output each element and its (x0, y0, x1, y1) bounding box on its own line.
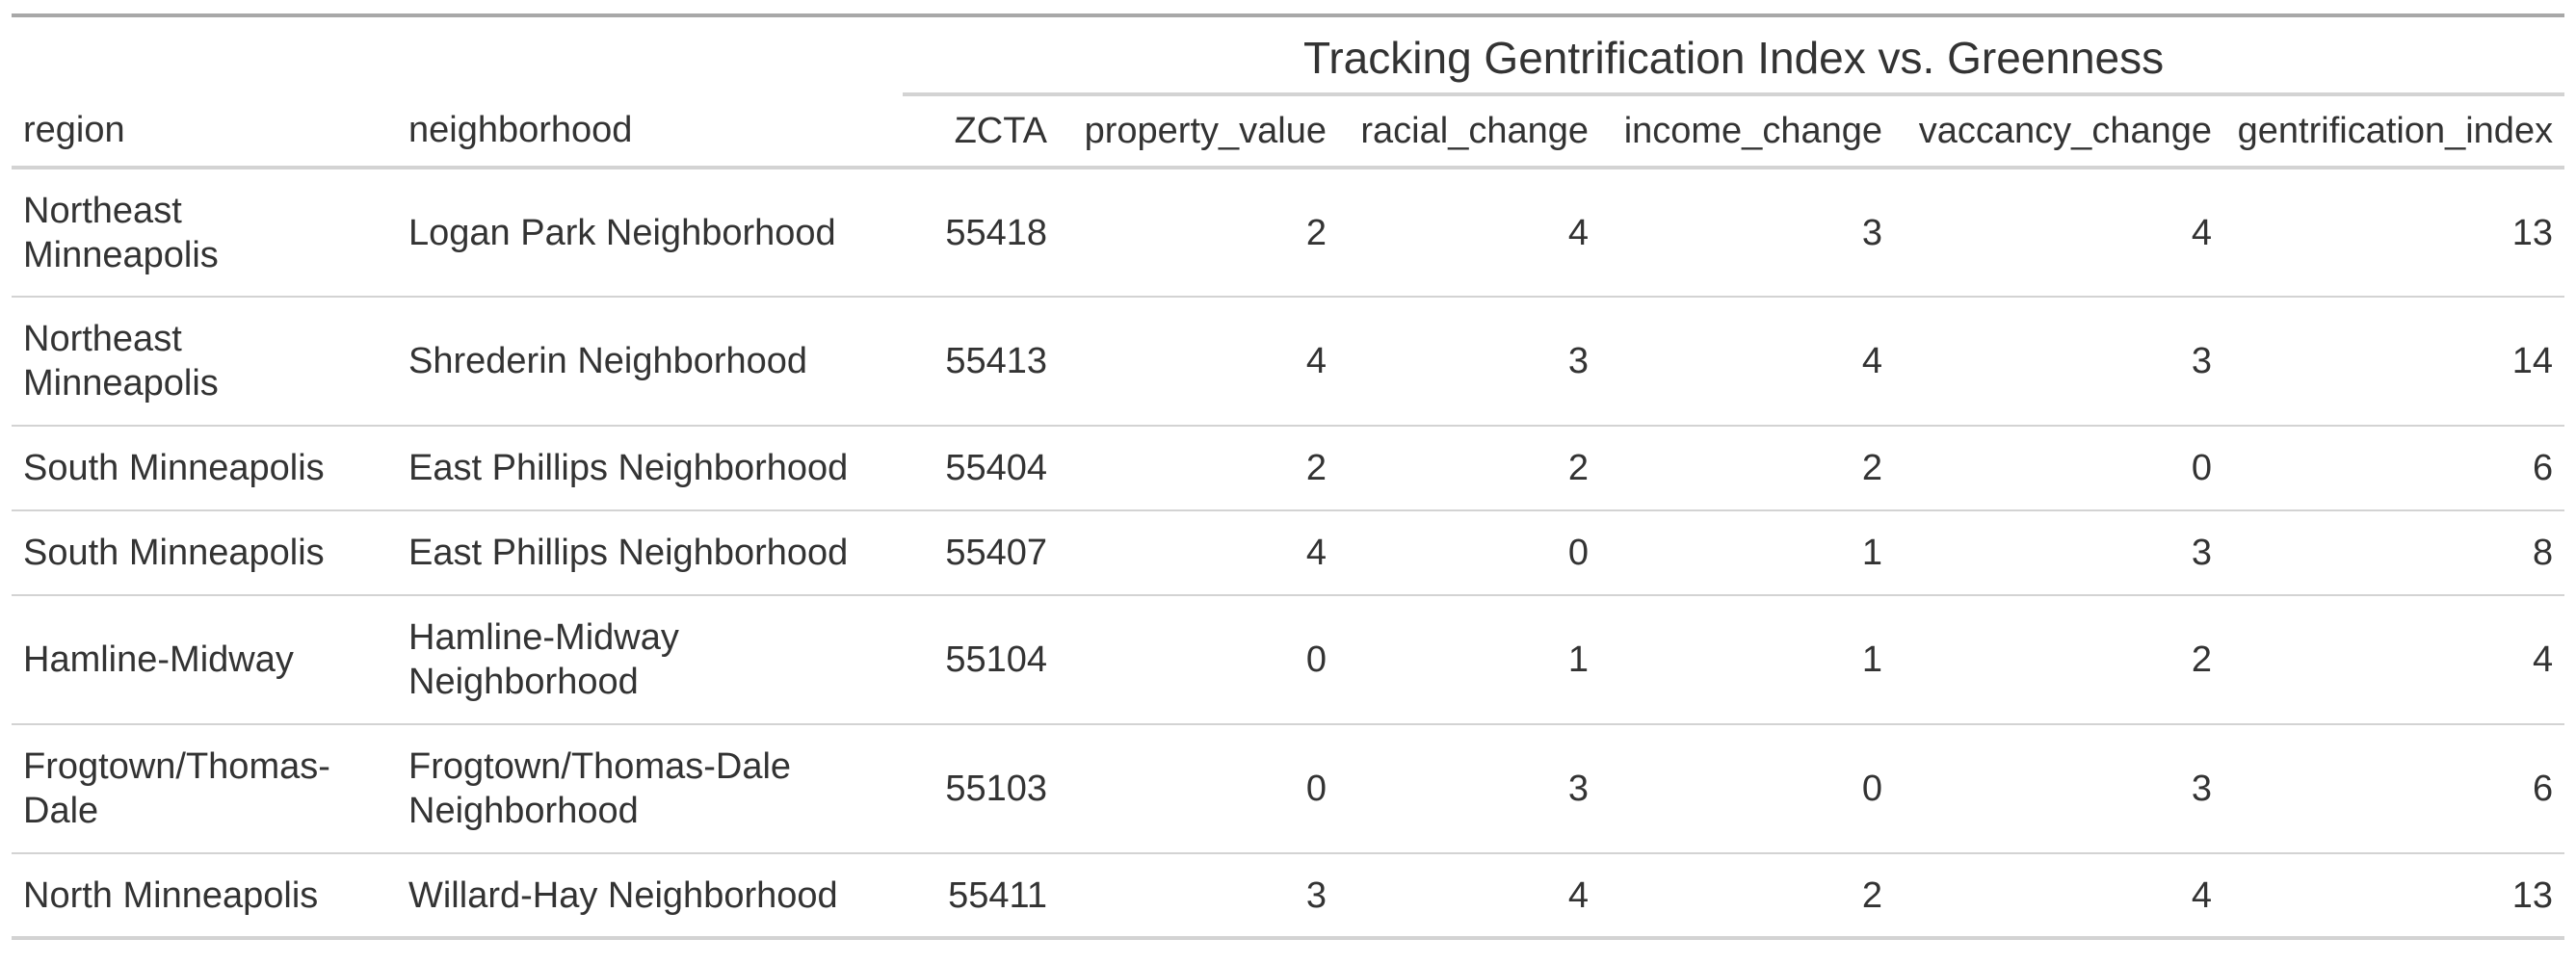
cell-racial-change: 3 (1338, 724, 1600, 854)
cell-neighborhood: East Phillips Neighborhood (397, 510, 903, 596)
column-header-zcta: ZCTA (903, 94, 1059, 170)
table-row: Frogtown/Thomas-Dale Frogtown/Thomas-Dale… (12, 724, 2565, 854)
cell-neighborhood: Frogtown/Thomas-Dale Neighborhood (397, 724, 903, 854)
cell-racial-change: 0 (1338, 510, 1600, 596)
table-row: Hamline-Midway Hamline-Midway Neighborhoo… (12, 595, 2565, 725)
cell-neighborhood: Willard-Hay Neighborhood (408, 874, 838, 916)
cell-zcta: 55104 (903, 595, 1059, 725)
cell-region: Hamline-Midway (12, 595, 397, 725)
cell-racial-change: 1 (1338, 595, 1600, 725)
cell-property-value: 4 (1059, 510, 1338, 596)
cell-gentrification-index: 14 (2223, 297, 2565, 427)
cell-racial-change: 4 (1567, 874, 1589, 916)
column-header-vaccancy-change: vaccancy_change (1894, 94, 2223, 170)
cell-vaccancy-change: 4 (2191, 874, 2212, 916)
cell-property-value: 3 (1305, 874, 1327, 916)
cell-property-value: 0 (1059, 595, 1338, 725)
cell-racial-change: 2 (1338, 426, 1600, 511)
cell-region: South Minneapolis (12, 426, 397, 511)
cell-region: South Minneapolis (12, 510, 397, 596)
column-header-gentrification-index: gentrification_index (2223, 94, 2565, 170)
cell-income-change: 1 (1600, 510, 1894, 596)
gentrification-table: Tracking Gentrification Index vs. Greenn… (12, 13, 2565, 940)
table-row: South Minneapolis East Phillips Neighborh… (12, 426, 2565, 511)
table-row: Northeast Minneapolis Logan Park Neighbor… (12, 168, 2565, 298)
table-body: Northeast Minneapolis Logan Park Neighbor… (12, 168, 2565, 938)
cell-neighborhood: East Phillips Neighborhood (397, 426, 903, 511)
cell-racial-change: 4 (1338, 168, 1600, 298)
cell-region: Northeast Minneapolis (12, 168, 397, 298)
cell-zcta: 55404 (903, 426, 1059, 511)
cell-neighborhood: Logan Park Neighborhood (397, 168, 903, 298)
cell-vaccancy-change: 3 (1894, 724, 2223, 854)
table-row: Northeast Minneapolis Shrederin Neighborh… (12, 297, 2565, 427)
cell-zcta: 55411 (948, 874, 1047, 916)
cell-income-change: 1 (1600, 595, 1894, 725)
title-spacer (12, 15, 903, 94)
cell-gentrification-index: 4 (2223, 595, 2565, 725)
cell-vaccancy-change: 3 (1894, 510, 2223, 596)
cell-income-change: 4 (1600, 297, 1894, 427)
cell-gentrification-index: 13 (2511, 874, 2554, 916)
table-title: Tracking Gentrification Index vs. Greenn… (903, 15, 2565, 96)
cell-gentrification-index: 13 (2223, 168, 2565, 298)
cell-income-change: 2 (1600, 426, 1894, 511)
cell-neighborhood: Hamline-Midway Neighborhood (397, 595, 903, 725)
cell-gentrification-index: 6 (2223, 426, 2565, 511)
cell-region: Northeast Minneapolis (12, 297, 397, 427)
cell-zcta: 55103 (903, 724, 1059, 854)
column-header-row: region neighborhood ZCTA property_value raci… (12, 94, 2565, 170)
cell-vaccancy-change: 2 (1894, 595, 2223, 725)
cell-income-change: 0 (1600, 724, 1894, 854)
column-header-neighborhood: neighborhood (397, 94, 903, 170)
cell-property-value: 0 (1059, 724, 1338, 854)
cell-vaccancy-change: 3 (1894, 297, 2223, 427)
column-header-region: region (12, 94, 397, 170)
cell-property-value: 2 (1059, 168, 1338, 298)
cell-neighborhood: Shrederin Neighborhood (397, 297, 903, 427)
column-header-property-value: property_value (1059, 94, 1338, 170)
cell-income-change: 2 (1861, 874, 1882, 916)
column-header-income-change: income_change (1600, 94, 1894, 170)
column-header-racial-change: racial_change (1338, 94, 1600, 170)
cell-zcta: 55413 (903, 297, 1059, 427)
gentrification-table-container: Tracking Gentrification Index vs. Greenn… (12, 13, 2565, 940)
table-row: South Minneapolis East Phillips Neighborh… (12, 510, 2565, 596)
cell-vaccancy-change: 0 (1894, 426, 2223, 511)
cell-gentrification-index: 6 (2223, 724, 2565, 854)
cell-gentrification-index: 8 (2223, 510, 2565, 596)
cell-region: Frogtown/Thomas-Dale (12, 724, 397, 854)
cell-zcta: 55418 (903, 168, 1059, 298)
cell-property-value: 4 (1059, 297, 1338, 427)
cell-region: North Minneapolis (23, 874, 319, 916)
cell-racial-change: 3 (1338, 297, 1600, 427)
title-row: Tracking Gentrification Index vs. Greenn… (12, 15, 2565, 96)
table-row: North Minneapolis Willard-Hay Neighborhoo… (12, 853, 2564, 938)
cell-property-value: 2 (1059, 426, 1338, 511)
cell-zcta: 55407 (903, 510, 1059, 596)
cell-income-change: 3 (1600, 168, 1894, 298)
cell-vaccancy-change: 4 (1894, 168, 2223, 298)
